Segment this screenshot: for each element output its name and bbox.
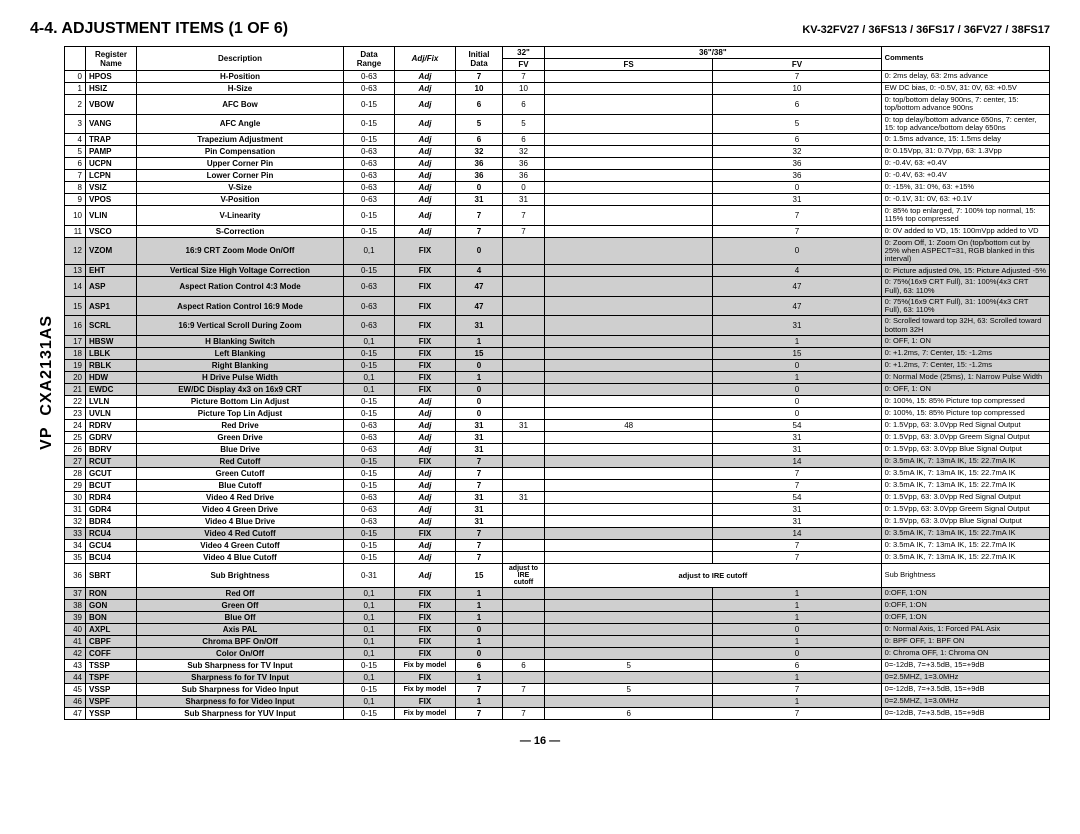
table-row: 30RDR4Video 4 Red Drive0-63Adj3131540: 1… xyxy=(65,491,1050,503)
th-fv: FV xyxy=(503,59,545,71)
th-datarange: DataRange xyxy=(344,47,395,71)
th-register: RegisterName xyxy=(86,47,137,71)
table-row: 27RCUTRed Cutoff0-15FIX7140: 3.5mA IK, 7… xyxy=(65,455,1050,467)
table-row: 15ASP1Aspect Ration Control 16:9 Mode0-6… xyxy=(65,296,1050,316)
table-row: 41CBPFChroma BPF On/Off0,1FIX110: BPF OF… xyxy=(65,635,1050,647)
table-row: 36SBRTSub Brightness0-31Adj15adjust toIR… xyxy=(65,563,1050,587)
table-row: 16SCRL16:9 Vertical Scroll During Zoom0-… xyxy=(65,316,1050,336)
table-row: 43TSSPSub Sharpness for TV Input0-15Fix … xyxy=(65,659,1050,671)
table-row: 45VSSPSub Sharpness for Video Input0-15F… xyxy=(65,683,1050,695)
table-row: 35BCU4Video 4 Blue Cutoff0-15Adj770: 3.5… xyxy=(65,551,1050,563)
table-row: 40AXPLAxis PAL0,1FIX000: Normal Axis, 1:… xyxy=(65,623,1050,635)
th-adjfix: Adj/Fix xyxy=(395,47,456,71)
table-row: 23UVLNPicture Top Lin Adjust0-15Adj000: … xyxy=(65,407,1050,419)
table-row: 17HBSWH Blanking Switch0,1FIX110: OFF, 1… xyxy=(65,335,1050,347)
table-row: 38GONGreen Off0,1FIX110:OFF, 1:ON xyxy=(65,599,1050,611)
table-row: 32BDR4Video 4 Blue Drive0-63Adj31310: 1.… xyxy=(65,515,1050,527)
table-row: 37RONRed Off0,1FIX110:OFF, 1:ON xyxy=(65,587,1050,599)
table-row: 39BONBlue Off0,1FIX110:OFF, 1:ON xyxy=(65,611,1050,623)
table-row: 10VLINV-Linearity0-15Adj7770: 85% top en… xyxy=(65,206,1050,226)
th-fv2: FV xyxy=(713,59,881,71)
page-footer: — 16 — xyxy=(30,735,1050,747)
table-row: 29BCUTBlue Cutoff0-15Adj770: 3.5mA IK, 7… xyxy=(65,479,1050,491)
table-row: 25GDRVGreen Drive0-63Adj31310: 1.5Vpp, 6… xyxy=(65,431,1050,443)
table-row: 4TRAPTrapezium Adjustment0-15Adj6660: 1.… xyxy=(65,134,1050,146)
table-row: 20HDWH Drive Pulse Width0,1FIX110: Norma… xyxy=(65,371,1050,383)
table-row: 28GCUTGreen Cutoff0-15Adj770: 3.5mA IK, … xyxy=(65,467,1050,479)
th-initial: InitialData xyxy=(456,47,503,71)
table-row: 8VSIZV-Size0-63Adj0000: -15%, 31: 0%, 63… xyxy=(65,182,1050,194)
table-row: 12VZOM16:9 CRT Zoom Mode On/Off0,1FIX000… xyxy=(65,237,1050,265)
table-row: 22LVLNPicture Bottom Lin Adjust0-15Adj00… xyxy=(65,395,1050,407)
table-row: 3VANGAFC Angle0-15Adj5550: top delay/bot… xyxy=(65,114,1050,134)
table-row: 21EWDCEW/DC Display 4x3 on 16x9 CRT0,1FI… xyxy=(65,383,1050,395)
table-row: 34GCU4Video 4 Green Cutoff0-15Adj770: 3.… xyxy=(65,539,1050,551)
model-list: KV-32FV27 / 36FS13 / 36FS17 / 36FV27 / 3… xyxy=(802,24,1050,36)
table-row: 33RCU4Video 4 Red Cutoff0-15FIX7140: 3.5… xyxy=(65,527,1050,539)
table-row: 31GDR4Video 4 Green Drive0-63Adj31310: 1… xyxy=(65,503,1050,515)
table-row: 7LCPNLower Corner Pin0-63Adj3636360: -0.… xyxy=(65,170,1050,182)
th-32: 32" xyxy=(503,47,545,59)
adjustment-table: RegisterName Description DataRange Adj/F… xyxy=(64,46,1050,720)
table-row: 6UCPNUpper Corner Pin0-63Adj3636360: -0.… xyxy=(65,158,1050,170)
table-row: 5PAMPPin Compensation0-63Adj3232320: 0.1… xyxy=(65,146,1050,158)
th-3638: 36"/38" xyxy=(545,47,882,59)
th-fs: FS xyxy=(545,59,713,71)
table-row: 1HSIZH-Size0-63Adj101010EW DC bias, 0: -… xyxy=(65,83,1050,95)
table-row: 13EHTVertical Size High Voltage Correcti… xyxy=(65,265,1050,277)
table-row: 0HPOSH-Position0-63Adj7770: 2ms delay, 6… xyxy=(65,71,1050,83)
table-row: 11VSCOS-Correction0-15Adj7770: 0V added … xyxy=(65,225,1050,237)
th-description: Description xyxy=(137,47,344,71)
table-row: 46VSPFSharpness fo for Video Input0,1FIX… xyxy=(65,695,1050,707)
table-row: 19RBLKRight Blanking0-15FIX000: +1.2ms, … xyxy=(65,359,1050,371)
chip-label: VP CXA2131AS xyxy=(30,315,64,450)
table-row: 26BDRVBlue Drive0-63Adj31310: 1.5Vpp, 63… xyxy=(65,443,1050,455)
th-comments: Comments xyxy=(881,47,1049,71)
table-row: 24RDRVRed Drive0-63Adj313148540: 1.5Vpp,… xyxy=(65,419,1050,431)
table-row: 18LBLKLeft Blanking0-15FIX15150: +1.2ms,… xyxy=(65,347,1050,359)
table-row: 9VPOSV-Position0-63Adj3131310: -0.1V, 31… xyxy=(65,194,1050,206)
table-row: 47YSSPSub Sharpness for YUV Input0-15Fix… xyxy=(65,707,1050,719)
page-title: 4-4. ADJUSTMENT ITEMS (1 OF 6) xyxy=(30,20,288,38)
table-row: 44TSPFSharpness fo for TV Input0,1FIX110… xyxy=(65,671,1050,683)
table-row: 42COFFColor On/Off0,1FIX000: Chroma OFF,… xyxy=(65,647,1050,659)
table-row: 2VBOWAFC Bow0-15Adj6660: top/bottom dela… xyxy=(65,95,1050,115)
table-row: 14ASPAspect Ration Control 4:3 Mode0-63F… xyxy=(65,277,1050,297)
